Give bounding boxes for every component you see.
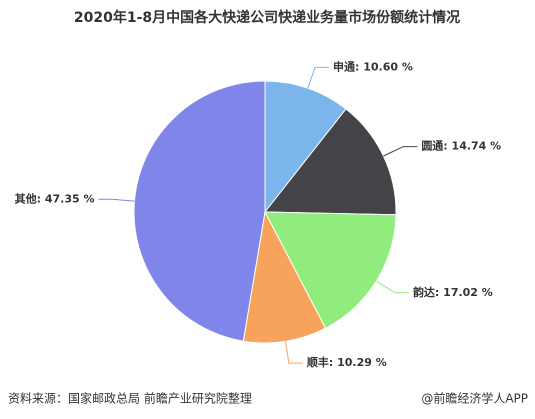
slice-label: 圆通: 14.74 % (421, 140, 501, 153)
leader-line (375, 280, 409, 294)
pie-slice (263, 108, 397, 216)
leader-line (98, 198, 135, 202)
pie-slice (264, 211, 397, 329)
pie-slice (242, 210, 327, 344)
pie-slice (133, 80, 266, 342)
slice-label: 其他: 47.35 % (15, 191, 95, 205)
source: 资料来源：国家邮政总局 前瞻产业研究院整理 (8, 391, 252, 406)
leader-line (284, 341, 303, 364)
slice-label: 韵达: 17.02 % (413, 285, 493, 299)
leader-line (383, 146, 418, 157)
leader-line (307, 66, 330, 89)
slice-label: 顺丰: 10.29 % (307, 355, 387, 369)
brand: @前瞻经济学人APP (421, 391, 528, 406)
slice-label: 申通: 10.60 % (333, 59, 413, 73)
chart-title: 2020年1-8月中国各大快递公司快递业务量市场份额统计情况 (74, 9, 460, 26)
